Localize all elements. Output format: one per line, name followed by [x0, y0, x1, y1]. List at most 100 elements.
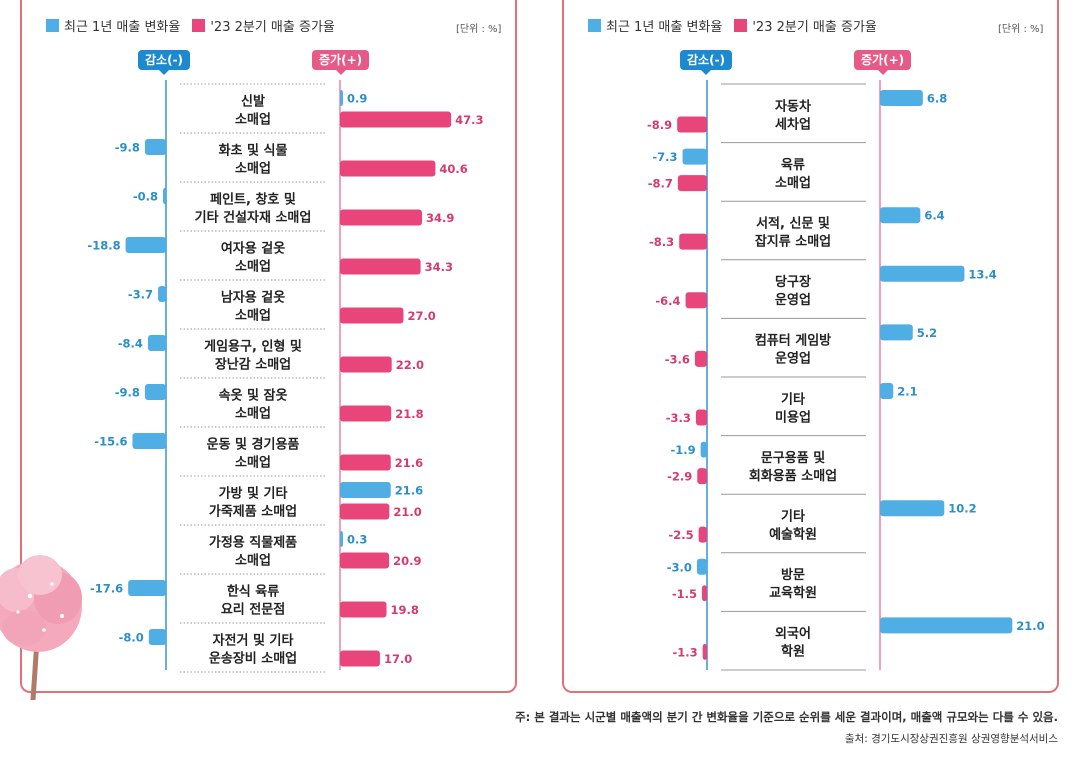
legend-label-recent: 최근 1년 매출 변화율 — [606, 20, 723, 35]
bar-q2-growth — [685, 292, 707, 309]
category-label-line1: 방문 — [781, 567, 805, 583]
category-label-line2: 요리 전문점 — [221, 602, 285, 618]
bar-q2-growth — [677, 116, 707, 133]
category-label-line1: 신발 — [241, 94, 265, 110]
data-label: -1.5 — [672, 587, 697, 601]
category-label-line1: 여자용 겉옷 — [221, 241, 285, 257]
legend-right: 최근 1년 매출 변화율 '23 2분기 매출 증가율 — [588, 16, 889, 35]
bar-q2-growth — [340, 356, 392, 373]
category-label-line2: 회화용품 소매업 — [749, 468, 837, 484]
bar-recent-change — [132, 433, 166, 449]
data-label: -9.8 — [115, 141, 140, 155]
bar-recent-change — [147, 335, 166, 351]
legend-swatch-pink — [192, 19, 206, 32]
category-label-line2: 소매업 — [235, 162, 271, 177]
legend-item-recent: 최근 1년 매출 변화율 — [46, 16, 180, 35]
increase-tag-right: 증가(+) — [854, 50, 912, 75]
bar-q2-growth — [340, 209, 423, 226]
category-label-line1: 가정용 직물제품 — [209, 535, 297, 551]
legend-item-q2: '23 2분기 매출 증가율 — [192, 16, 335, 35]
category-label-line2: 예술학원 — [769, 527, 817, 543]
category-label-line1: 운동 및 경기용품 — [207, 437, 300, 453]
category-label-line2: 소매업 — [235, 309, 271, 324]
category-label-line1: 자동차 — [775, 98, 811, 114]
bar-recent-change — [125, 237, 166, 253]
data-label: 6.4 — [924, 209, 944, 223]
category-label-line2: 미용업 — [775, 409, 811, 425]
bar-q2-growth — [694, 350, 707, 367]
data-label: -8.9 — [647, 118, 672, 132]
data-label: 21.6 — [395, 456, 423, 470]
bar-recent-change — [700, 441, 707, 458]
data-label: 40.6 — [439, 162, 467, 176]
bar-recent-change — [880, 324, 913, 341]
bar-q2-growth — [695, 409, 707, 426]
footnote: 주: 본 결과는 시군별 매출액의 분기 간 변화율을 기준으로 순위를 세운 … — [515, 710, 1058, 724]
bar-q2-growth — [340, 601, 387, 618]
bar-recent-change — [340, 482, 391, 498]
bar-recent-change — [682, 148, 707, 165]
bar-recent-change — [158, 286, 166, 302]
bar-recent-change — [880, 383, 894, 399]
data-label: -8.0 — [119, 631, 144, 645]
data-label: 21.6 — [395, 484, 423, 498]
bar-recent-change — [880, 90, 923, 106]
bar-recent-change — [880, 500, 945, 517]
data-label: 17.0 — [384, 652, 412, 666]
bar-recent-change — [696, 558, 707, 575]
bar-q2-growth — [340, 405, 392, 422]
data-label: 13.4 — [968, 267, 996, 281]
legend-left: 최근 1년 매출 변화율 '23 2분기 매출 증가율 — [46, 16, 347, 35]
category-label-line1: 문구용품 및 — [761, 450, 825, 466]
data-label: -1.3 — [672, 645, 697, 659]
data-label: -15.6 — [94, 435, 127, 449]
bar-q2-growth — [702, 643, 707, 660]
category-label-line2: 소매업 — [235, 260, 271, 275]
category-label-line1: 기타 — [781, 391, 805, 407]
category-label-line1: 게임용구, 인형 및 — [204, 339, 302, 355]
unit-label-left: [단위 : %] — [456, 24, 502, 35]
category-label-line2: 소매업 — [235, 554, 271, 569]
bar-q2-growth — [340, 552, 390, 569]
category-label-line1: 외국어 — [775, 626, 811, 642]
bar-q2-growth — [340, 258, 421, 275]
data-label: -3.6 — [665, 352, 690, 366]
chart-panel-right — [562, 0, 1059, 693]
category-label-line1: 기타 — [781, 509, 805, 525]
data-label: -8.4 — [118, 337, 143, 351]
category-label-line2: 기타 건설자재 소매업 — [195, 210, 312, 226]
bar-recent-change — [340, 90, 343, 106]
legend-swatch-pink — [734, 19, 748, 32]
data-label: -0.8 — [133, 190, 158, 204]
bar-recent-change — [880, 265, 965, 282]
data-label: -1.9 — [670, 443, 695, 457]
data-label: -8.3 — [649, 235, 674, 249]
bar-recent-change — [880, 617, 1013, 634]
category-label-line1: 당구장 — [775, 274, 811, 290]
data-label: -3.7 — [128, 288, 153, 302]
data-label: -3.3 — [666, 411, 691, 425]
cherry-tree-illustration — [0, 555, 82, 700]
category-label-line2: 소매업 — [235, 456, 271, 471]
data-label: -6.4 — [655, 294, 680, 308]
data-label: -8.7 — [648, 177, 673, 191]
legend-swatch-blue — [46, 19, 59, 32]
data-label: -2.9 — [667, 470, 692, 484]
category-label-line1: 육류 — [781, 157, 805, 173]
data-label: 47.3 — [455, 113, 483, 127]
decrease-tag-left: 감소(-) — [138, 50, 191, 75]
data-label: 21.8 — [395, 407, 423, 421]
bar-q2-growth — [340, 503, 390, 520]
bar-recent-change — [144, 139, 166, 155]
bar-recent-change — [144, 384, 166, 400]
data-label: -18.8 — [87, 239, 120, 253]
data-label: 20.9 — [393, 554, 421, 568]
data-label: 27.0 — [407, 309, 435, 323]
bar-q2-growth — [340, 307, 404, 324]
category-label-line1: 한식 육류 — [227, 584, 279, 600]
category-label-line1: 자전거 및 기타 — [213, 633, 294, 649]
bar-recent-change — [148, 629, 166, 645]
category-label-line2: 장난감 소매업 — [215, 357, 291, 373]
legend-label-q2: '23 2분기 매출 증가율 — [210, 20, 335, 35]
